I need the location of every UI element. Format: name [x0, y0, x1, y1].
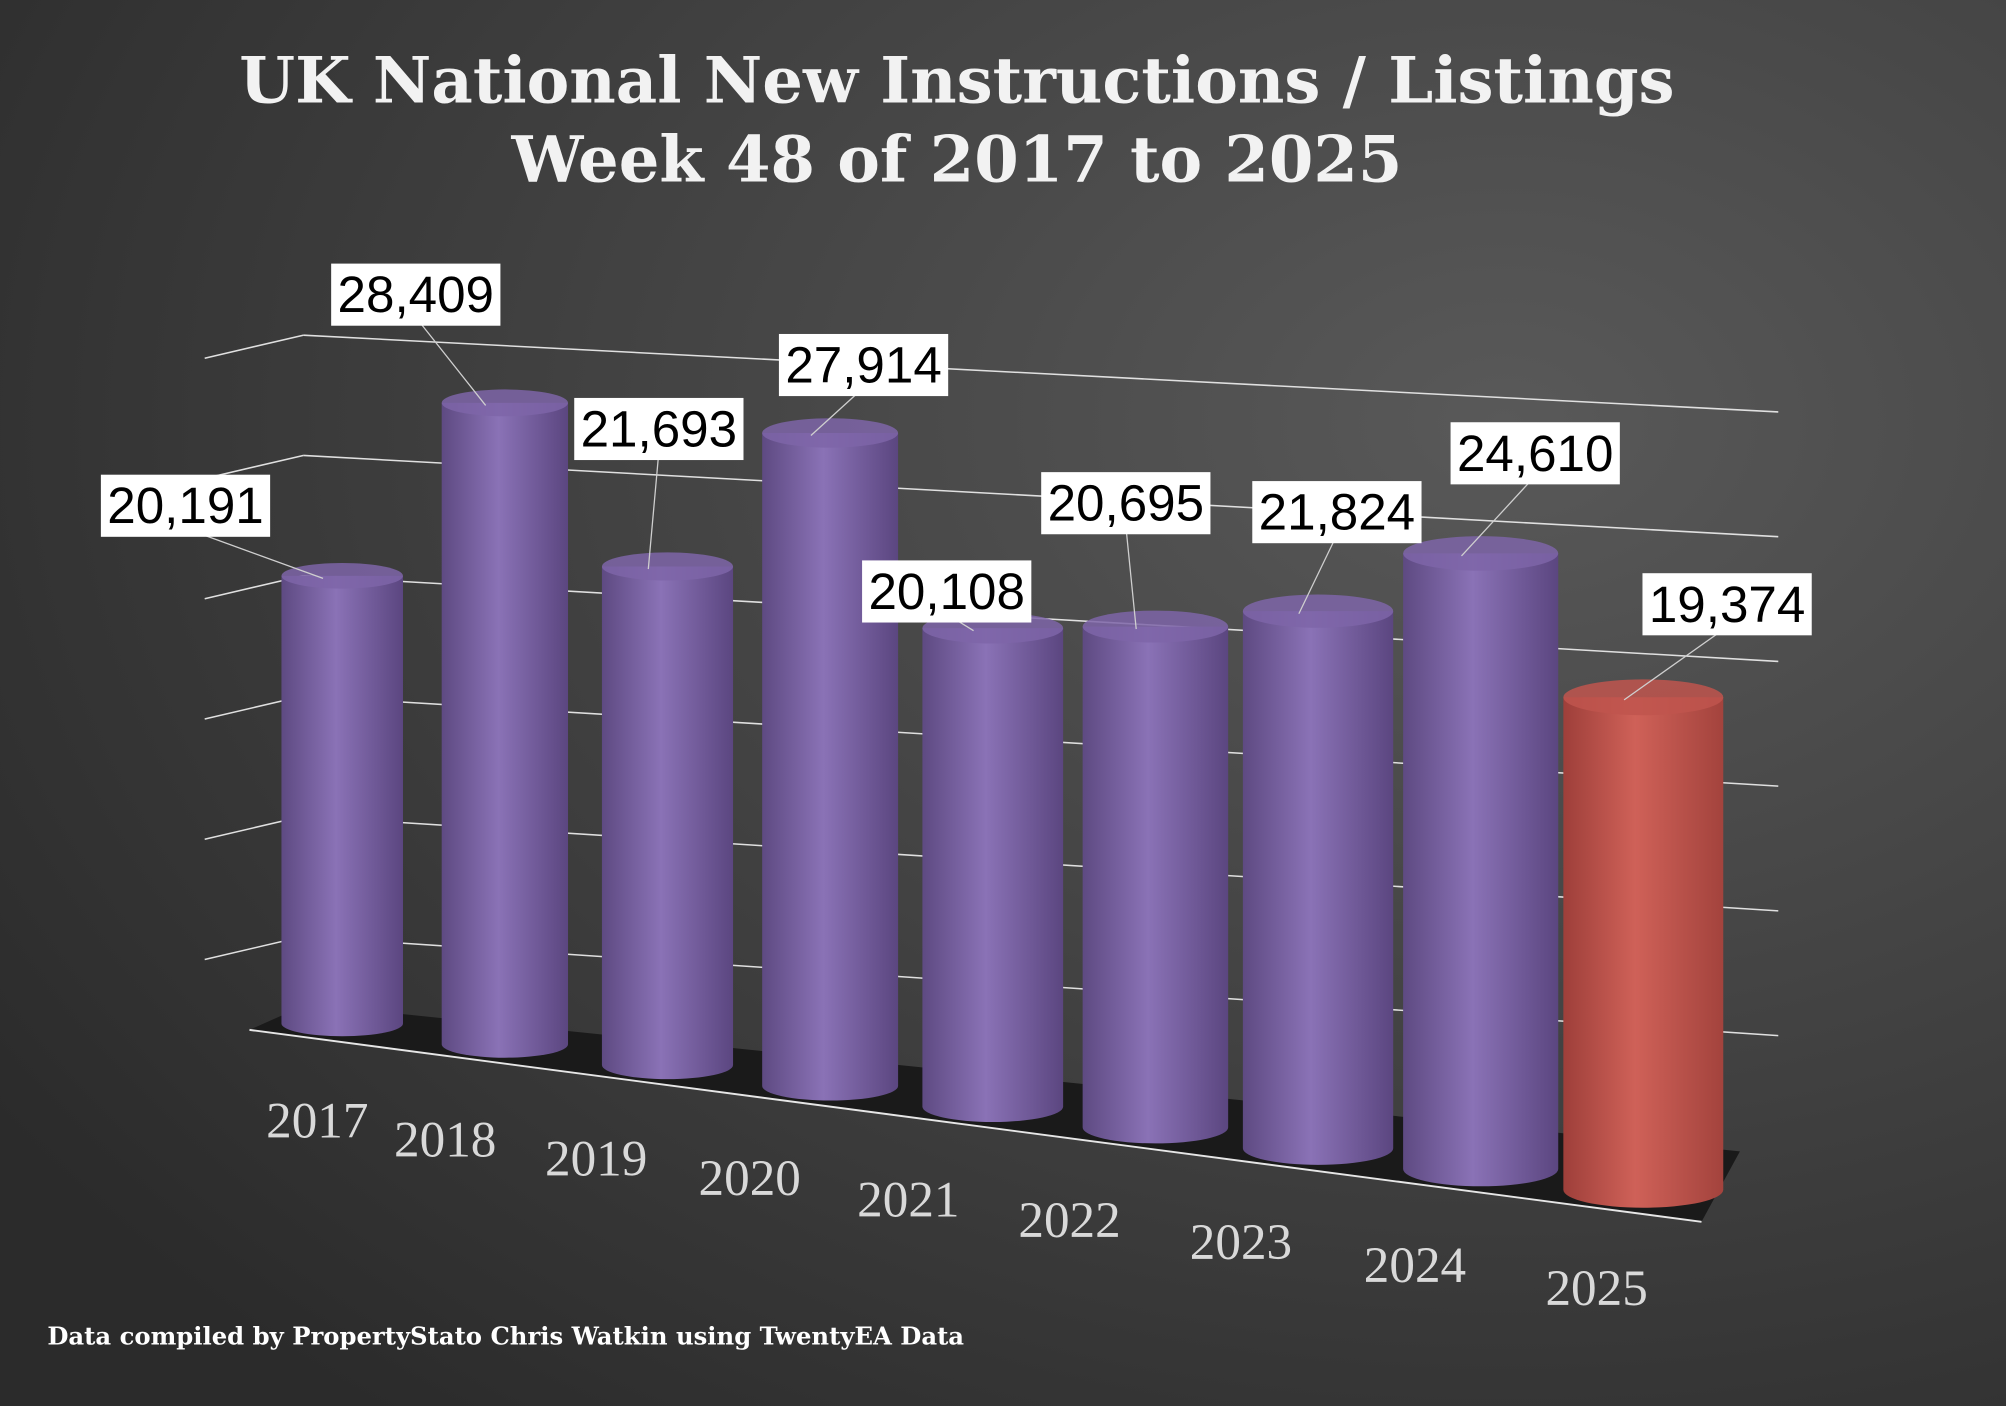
- data-label-box: [1642, 573, 1812, 636]
- cylinder-top: [281, 563, 403, 589]
- bar-2021: [922, 612, 1064, 1122]
- data-label-box: [1252, 481, 1422, 544]
- data-label: 21,693: [581, 400, 737, 457]
- bar-2022: [1082, 610, 1229, 1144]
- x-tick-label: 2020: [699, 1150, 801, 1207]
- leader-line: [1461, 475, 1536, 557]
- data-label: 21,824: [1259, 484, 1415, 541]
- x-tick-label: 2018: [394, 1112, 496, 1169]
- leader-line: [415, 316, 487, 406]
- x-tick-label: 2019: [545, 1131, 647, 1188]
- leader-line: [1298, 534, 1338, 614]
- gridline-side: [204, 454, 304, 480]
- data-label-box: [1041, 472, 1211, 535]
- data-label-box: [1450, 422, 1620, 485]
- data-label: 20,191: [107, 477, 263, 534]
- x-tick-labels: 2017 2018 2019 2020 2021 2022 2023 2024 2025: [266, 1092, 1648, 1317]
- leader-line: [1623, 626, 1728, 701]
- bar-2025: [1563, 679, 1724, 1208]
- cylinder-body: [1563, 697, 1724, 1208]
- x-tick-label: 2025: [1545, 1260, 1647, 1317]
- cylinder-body: [1082, 626, 1229, 1144]
- gridline: [303, 334, 1779, 413]
- data-label: 28,409: [338, 266, 494, 323]
- chart-subtitle: Week 48 of 2017 to 2025: [510, 123, 1402, 198]
- x-tick-label: 2024: [1364, 1237, 1466, 1294]
- data-label-box: [331, 263, 501, 326]
- data-label: 19,374: [1649, 576, 1805, 633]
- bar-2019: [601, 552, 734, 1080]
- data-labels: 20,191 28,409 21,693 27,914 20,108 20,695 21,8…: [100, 263, 1812, 701]
- cylinder-top: [1563, 679, 1724, 716]
- bar-2024: [1403, 536, 1559, 1187]
- cylinder-body: [1242, 611, 1394, 1165]
- cylinder-top: [762, 418, 899, 448]
- gridline-side: [204, 334, 304, 359]
- x-axis-line: [249, 1028, 1702, 1223]
- cylinder-body: [1403, 553, 1559, 1187]
- cylinder-body: [922, 628, 1064, 1122]
- data-label: 27,914: [785, 337, 941, 394]
- data-label-box: [862, 560, 1032, 623]
- bars: [281, 389, 1724, 1208]
- bar-2018: [441, 389, 569, 1058]
- x-tick-label: 2017: [266, 1092, 368, 1149]
- bar-2017: [281, 563, 403, 1037]
- chart-title: UK National New Instructions / Listings: [239, 43, 1674, 118]
- bar-2023: [1242, 594, 1394, 1165]
- cylinder-body: [601, 566, 734, 1080]
- cylinder-body: [281, 575, 403, 1037]
- leader-line: [647, 451, 660, 570]
- x-tick-label: 2023: [1190, 1214, 1292, 1271]
- data-label: 24,610: [1457, 425, 1613, 482]
- cylinder-body: [441, 402, 569, 1058]
- x-tick-label: 2022: [1018, 1192, 1120, 1249]
- cylinder-top: [1403, 536, 1559, 571]
- data-label-box: [778, 333, 949, 397]
- footer-credit: Data compiled by PropertyStato Chris Wat…: [47, 1322, 964, 1351]
- cylinder-top: [1242, 594, 1394, 628]
- data-label-box: [100, 474, 271, 537]
- leader-line: [1125, 525, 1137, 630]
- x-tick-label: 2021: [857, 1172, 959, 1229]
- data-label: 20,108: [868, 563, 1024, 620]
- data-label: 20,695: [1048, 475, 1204, 532]
- cylinder-top: [601, 552, 734, 581]
- cylinder-top: [441, 389, 569, 417]
- cylinder-body: [762, 432, 899, 1101]
- bar-2020: [762, 418, 899, 1101]
- data-label-box: [574, 397, 744, 461]
- cylinder-top: [1082, 610, 1229, 643]
